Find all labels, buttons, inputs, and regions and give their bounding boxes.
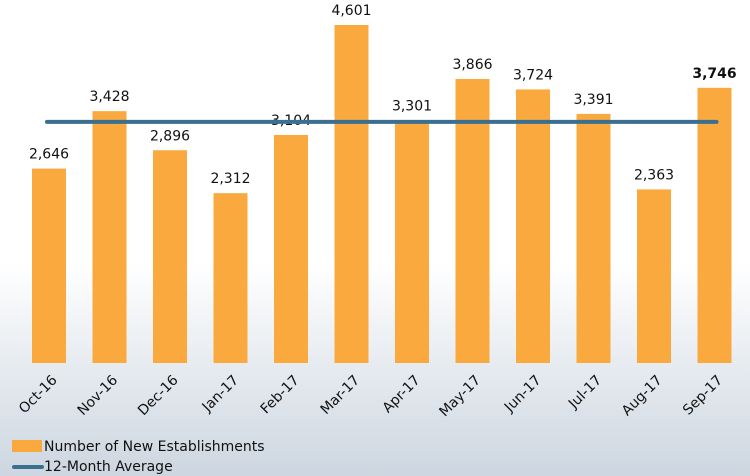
bar [274,135,308,363]
bar [395,121,429,363]
value-label: 3,724 [513,67,553,83]
value-label: 3,301 [392,99,432,115]
legend-swatch [12,440,42,452]
bar [214,193,248,363]
bar [637,189,671,363]
value-label: 3,866 [452,57,492,73]
bar [335,25,369,363]
value-label: 2,646 [29,147,69,163]
bar [698,88,732,363]
value-label: 2,312 [210,171,250,187]
value-label: 4,601 [331,3,371,19]
value-label: 2,363 [634,167,674,183]
value-label: 3,428 [89,89,129,105]
value-label: 2,896 [150,128,190,144]
legend-label: Number of New Establishments [44,439,265,455]
bar [577,114,611,363]
bar [153,150,187,363]
value-label: 3,391 [573,92,613,108]
chart: 2,646Oct-163,428Nov-162,896Dec-162,312Ja… [0,0,750,476]
legend-label: 12-Month Average [44,459,173,475]
bar [32,169,66,363]
value-label: 3,746 [692,66,736,82]
bar [516,89,550,363]
bar [93,111,127,363]
